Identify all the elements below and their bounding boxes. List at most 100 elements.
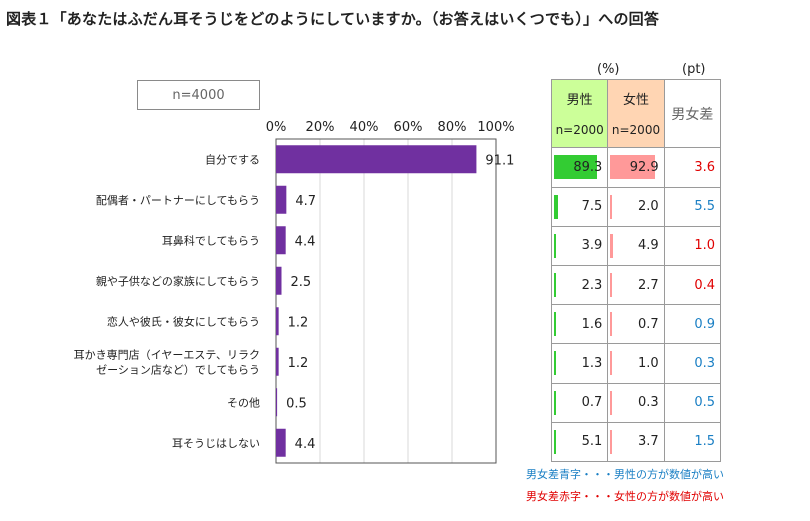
category-label: 耳鼻科でしてもらう <box>162 233 260 247</box>
x-tick-label: 20% <box>306 120 335 135</box>
male-cell: 1.3 <box>550 343 609 384</box>
table-row: 2.3 2.7 0.4 <box>550 264 722 306</box>
male-bar <box>554 194 558 219</box>
female-cell: 4.9 <box>607 225 665 266</box>
female-value: 0.7 <box>637 316 659 332</box>
male-bar <box>554 429 557 454</box>
female-value: 2.7 <box>637 277 659 293</box>
gender-diff-cell: 5.5 <box>663 186 722 227</box>
category-label: 耳かき専門店（イヤーエステ、リラク <box>74 347 260 361</box>
gender-diff-cell: 1.0 <box>663 225 722 266</box>
x-tick-label: 40% <box>350 120 379 135</box>
female-bar <box>610 233 613 258</box>
female-value: 3.7 <box>637 434 659 450</box>
value-label: 2.5 <box>291 275 312 290</box>
gender-diff-value: 5.5 <box>694 199 715 215</box>
female-cell: 92.9 <box>607 147 665 188</box>
bar <box>276 428 286 457</box>
male-cell: 3.9 <box>550 225 609 266</box>
male-bar <box>554 155 597 180</box>
male-value: 7.5 <box>581 199 603 215</box>
gender-diff-cell: 0.3 <box>663 343 722 384</box>
table-row: 89.3 92.9 3.6 <box>550 147 722 188</box>
male-cell: 0.7 <box>550 382 609 423</box>
male-header-label: 男性 <box>566 93 593 108</box>
table-row: 0.7 0.3 0.5 <box>550 382 722 423</box>
category-label: 自分でする <box>205 153 260 166</box>
male-cell: 89.3 <box>550 147 609 188</box>
male-sample-size: n=2000 <box>555 123 604 137</box>
male-value: 89.3 <box>573 159 603 175</box>
male-cell: 2.3 <box>550 264 609 306</box>
female-cell: 0.3 <box>607 382 665 423</box>
table-row: 7.5 2.0 5.5 <box>550 186 722 227</box>
female-header-label: 女性 <box>622 93 649 108</box>
male-value: 3.9 <box>581 238 603 254</box>
female-bar <box>610 155 655 180</box>
gender-diff-value: 0.4 <box>694 277 715 293</box>
male-bar <box>554 390 556 415</box>
female-value: 92.9 <box>629 159 659 175</box>
male-header: 男性 n=2000 <box>550 78 609 149</box>
male-bar <box>554 233 556 258</box>
female-value: 0.3 <box>637 395 659 411</box>
gender-diff-value: 1.0 <box>694 238 715 254</box>
bar <box>276 226 286 255</box>
male-cell: 1.6 <box>550 304 609 345</box>
female-bar <box>610 194 613 219</box>
category-label: ゼーション店など）でしてもらう <box>96 362 260 376</box>
bar <box>276 307 279 336</box>
category-label: 耳そうじはしない <box>172 437 260 450</box>
chart-title: 図表１「あなたはふだん耳そうじをどのようにしていますか。（お答えはいくつでも）」… <box>6 10 660 28</box>
value-label: 1.2 <box>288 356 309 371</box>
female-cell: 1.0 <box>607 343 665 384</box>
gender-diff-value: 0.9 <box>694 316 715 332</box>
gender-diff-value: 0.5 <box>694 395 715 411</box>
female-bar <box>610 272 613 297</box>
male-value: 5.1 <box>581 434 603 450</box>
gender-diff-value: 0.3 <box>694 355 715 371</box>
female-bar <box>610 429 613 454</box>
female-value: 2.0 <box>637 199 659 215</box>
gender-diff-cell: 0.5 <box>663 382 722 423</box>
percent-unit-label: (%) <box>597 62 620 77</box>
female-value: 1.0 <box>637 355 659 371</box>
gender-diff-cell: 3.6 <box>663 147 722 188</box>
gender-diff-cell: 0.9 <box>663 304 722 345</box>
female-header: 女性 n=2000 <box>607 78 665 149</box>
table-row: 5.1 3.7 1.5 <box>550 421 722 463</box>
male-value: 1.6 <box>581 316 603 332</box>
value-label: 1.2 <box>288 315 309 330</box>
value-label: 4.4 <box>295 234 316 249</box>
gender-diff-value: 1.5 <box>694 434 715 450</box>
gender-diff-value: 3.6 <box>694 159 715 175</box>
male-cell: 7.5 <box>550 186 609 227</box>
x-tick-label: 0% <box>266 120 287 135</box>
x-tick-label: 60% <box>394 120 423 135</box>
gender-diff-header: 男女差 <box>663 78 722 149</box>
female-cell: 2.0 <box>607 186 665 227</box>
table-row: 1.6 0.7 0.9 <box>550 304 722 345</box>
female-sample-size: n=2000 <box>611 123 661 137</box>
female-cell: 0.7 <box>607 304 665 345</box>
male-cell: 5.1 <box>550 421 609 463</box>
bar <box>276 145 477 174</box>
pt-unit-label: (pt) <box>682 62 706 77</box>
category-label: その他 <box>227 396 260 409</box>
category-label: 恋人や彼氏・彼女にしてもらう <box>107 314 260 328</box>
male-bar <box>554 351 556 376</box>
x-tick-label: 80% <box>438 120 467 135</box>
male-bar <box>554 272 556 297</box>
value-label: 4.7 <box>295 194 316 209</box>
female-bar <box>610 312 613 337</box>
gender-diff-cell: 0.4 <box>663 264 722 306</box>
sample-size-box: n=4000 <box>137 80 260 110</box>
value-label: 0.5 <box>286 396 307 411</box>
gender-diff-cell: 1.5 <box>663 421 722 463</box>
female-value: 4.9 <box>637 238 659 254</box>
plot-frame <box>275 138 497 464</box>
female-bar <box>610 351 613 376</box>
table-row: 1.3 1.0 0.3 <box>550 343 722 384</box>
male-bar <box>554 312 556 337</box>
bar <box>276 347 279 376</box>
